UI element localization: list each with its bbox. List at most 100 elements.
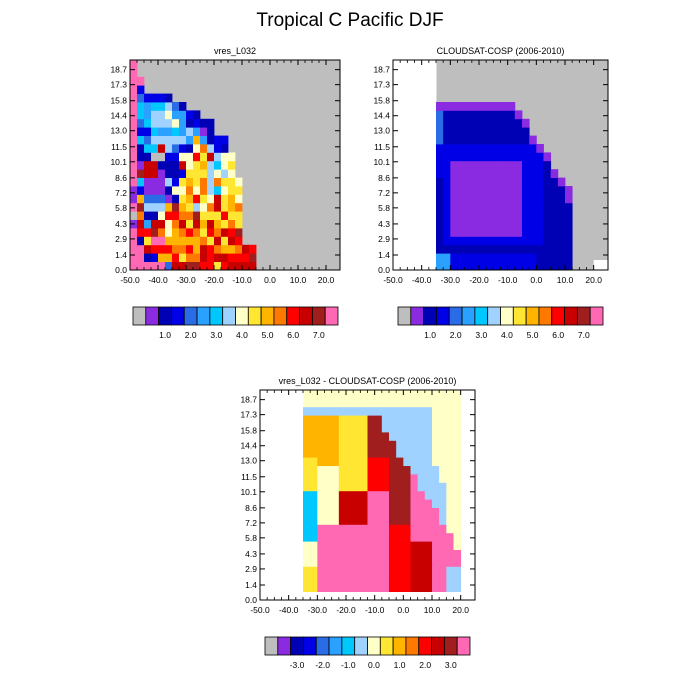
heatmap-cell xyxy=(381,541,390,550)
heatmap-cell xyxy=(367,541,376,550)
heatmap-cell xyxy=(228,152,236,162)
heatmap-cell xyxy=(317,516,325,525)
heatmap-cell xyxy=(346,490,354,500)
heatmap-cell xyxy=(193,244,201,254)
colorbar-label: 1.0 xyxy=(159,330,171,340)
heatmap-cell xyxy=(450,177,458,187)
heatmap-cell xyxy=(324,448,333,458)
heatmap-cell xyxy=(207,211,215,220)
no-data-region xyxy=(593,260,608,270)
heatmap-cell xyxy=(436,194,444,204)
heatmap-cell xyxy=(450,169,458,178)
heatmap-cell xyxy=(207,118,215,128)
heatmap-cell xyxy=(417,574,426,584)
heatmap-cell xyxy=(193,236,201,246)
heatmap-cell xyxy=(493,160,501,170)
heatmap-cell xyxy=(353,516,361,525)
heatmap-cell xyxy=(424,474,433,483)
heatmap-cell xyxy=(235,202,243,212)
heatmap-cell xyxy=(565,186,573,195)
heatmap-cell xyxy=(396,583,404,592)
heatmap-cell xyxy=(172,202,180,212)
heatmap-cell xyxy=(193,219,201,229)
heatmap-cell xyxy=(207,169,215,178)
heatmap-cell xyxy=(360,423,368,433)
heatmap-cell xyxy=(346,432,354,441)
heatmap-cell xyxy=(367,490,376,500)
colorbar-swatch xyxy=(277,636,292,656)
heatmap-cell xyxy=(381,390,390,399)
colorbar-swatch xyxy=(500,306,514,326)
heatmap-cell xyxy=(303,390,311,399)
heatmap-cell xyxy=(353,482,361,492)
heatmap-cell xyxy=(432,574,440,584)
heatmap-cell xyxy=(324,558,333,567)
heatmap-cell xyxy=(479,244,487,254)
heatmap-cell xyxy=(432,465,440,475)
colorbar-label: 5.0 xyxy=(262,330,274,340)
heatmap-cell xyxy=(446,457,454,466)
heatmap-cell xyxy=(471,102,480,111)
heatmap-cell xyxy=(331,532,340,542)
heatmap-cell xyxy=(221,253,229,262)
heatmap-cell xyxy=(464,211,473,220)
heatmap-cell xyxy=(403,558,411,567)
heatmap-cell xyxy=(346,465,354,475)
heatmap-cell xyxy=(303,524,311,534)
heatmap-cell xyxy=(338,532,347,542)
heatmap-cell xyxy=(310,406,318,416)
heatmap-cell xyxy=(436,261,444,271)
heatmap-cell xyxy=(514,127,523,136)
heatmap-cell xyxy=(346,566,354,576)
heatmap-cell xyxy=(424,516,433,525)
y-tick-label: 14.4 xyxy=(240,441,257,451)
heatmap-cell xyxy=(310,432,318,441)
heatmap-cell xyxy=(165,160,173,170)
heatmap-cell xyxy=(172,194,180,204)
heatmap-cell xyxy=(396,566,404,576)
heatmap-cell xyxy=(331,432,340,441)
heatmap-cell xyxy=(396,541,404,550)
y-tick-label: 14.4 xyxy=(373,111,390,121)
heatmap-cell xyxy=(471,177,480,187)
heatmap-cell xyxy=(432,423,440,433)
panel-title: vres_L032 xyxy=(214,46,256,56)
heatmap-cell xyxy=(346,440,354,450)
heatmap-cell xyxy=(550,219,559,229)
heatmap-cell xyxy=(130,76,138,86)
x-tick-label: -40.0 xyxy=(148,275,168,285)
heatmap-cell xyxy=(331,474,340,483)
heatmap-cell xyxy=(403,457,411,466)
heatmap-cell xyxy=(443,202,451,212)
heatmap-cell xyxy=(446,574,454,584)
heatmap-cell xyxy=(324,524,333,534)
heatmap-cell xyxy=(317,499,325,508)
heatmap-cell xyxy=(500,194,509,204)
heatmap-cell xyxy=(436,186,444,195)
heatmap-cell xyxy=(457,169,466,178)
colorbar-swatch xyxy=(145,306,160,326)
heatmap-cell xyxy=(436,144,444,153)
heatmap-cell xyxy=(331,499,340,508)
heatmap-cell xyxy=(130,186,138,195)
heatmap-cell xyxy=(338,499,347,508)
heatmap-cell xyxy=(144,219,152,229)
heatmap-cell xyxy=(317,532,325,542)
y-tick-label: 17.3 xyxy=(373,80,390,90)
heatmap-cell xyxy=(410,490,419,500)
heatmap-cell xyxy=(457,228,466,237)
heatmap-cell xyxy=(396,549,404,559)
heatmap-cell xyxy=(443,127,451,136)
y-tick-label: 17.3 xyxy=(110,80,127,90)
heatmap-cell xyxy=(436,219,444,229)
heatmap-cell xyxy=(193,118,201,128)
heatmap-cell xyxy=(310,516,318,525)
heatmap-cell xyxy=(486,253,494,262)
heatmap-cell xyxy=(439,574,447,584)
heatmap-cell xyxy=(529,219,537,229)
panel-observation: CLOUDSAT-COSP (2006-2010) -50.0 -40.0 -30.0… xyxy=(373,46,609,340)
heatmap-cell xyxy=(493,102,501,111)
heatmap-cell xyxy=(550,194,559,204)
heatmap-cell xyxy=(396,516,404,525)
heatmap-cell xyxy=(338,490,347,500)
